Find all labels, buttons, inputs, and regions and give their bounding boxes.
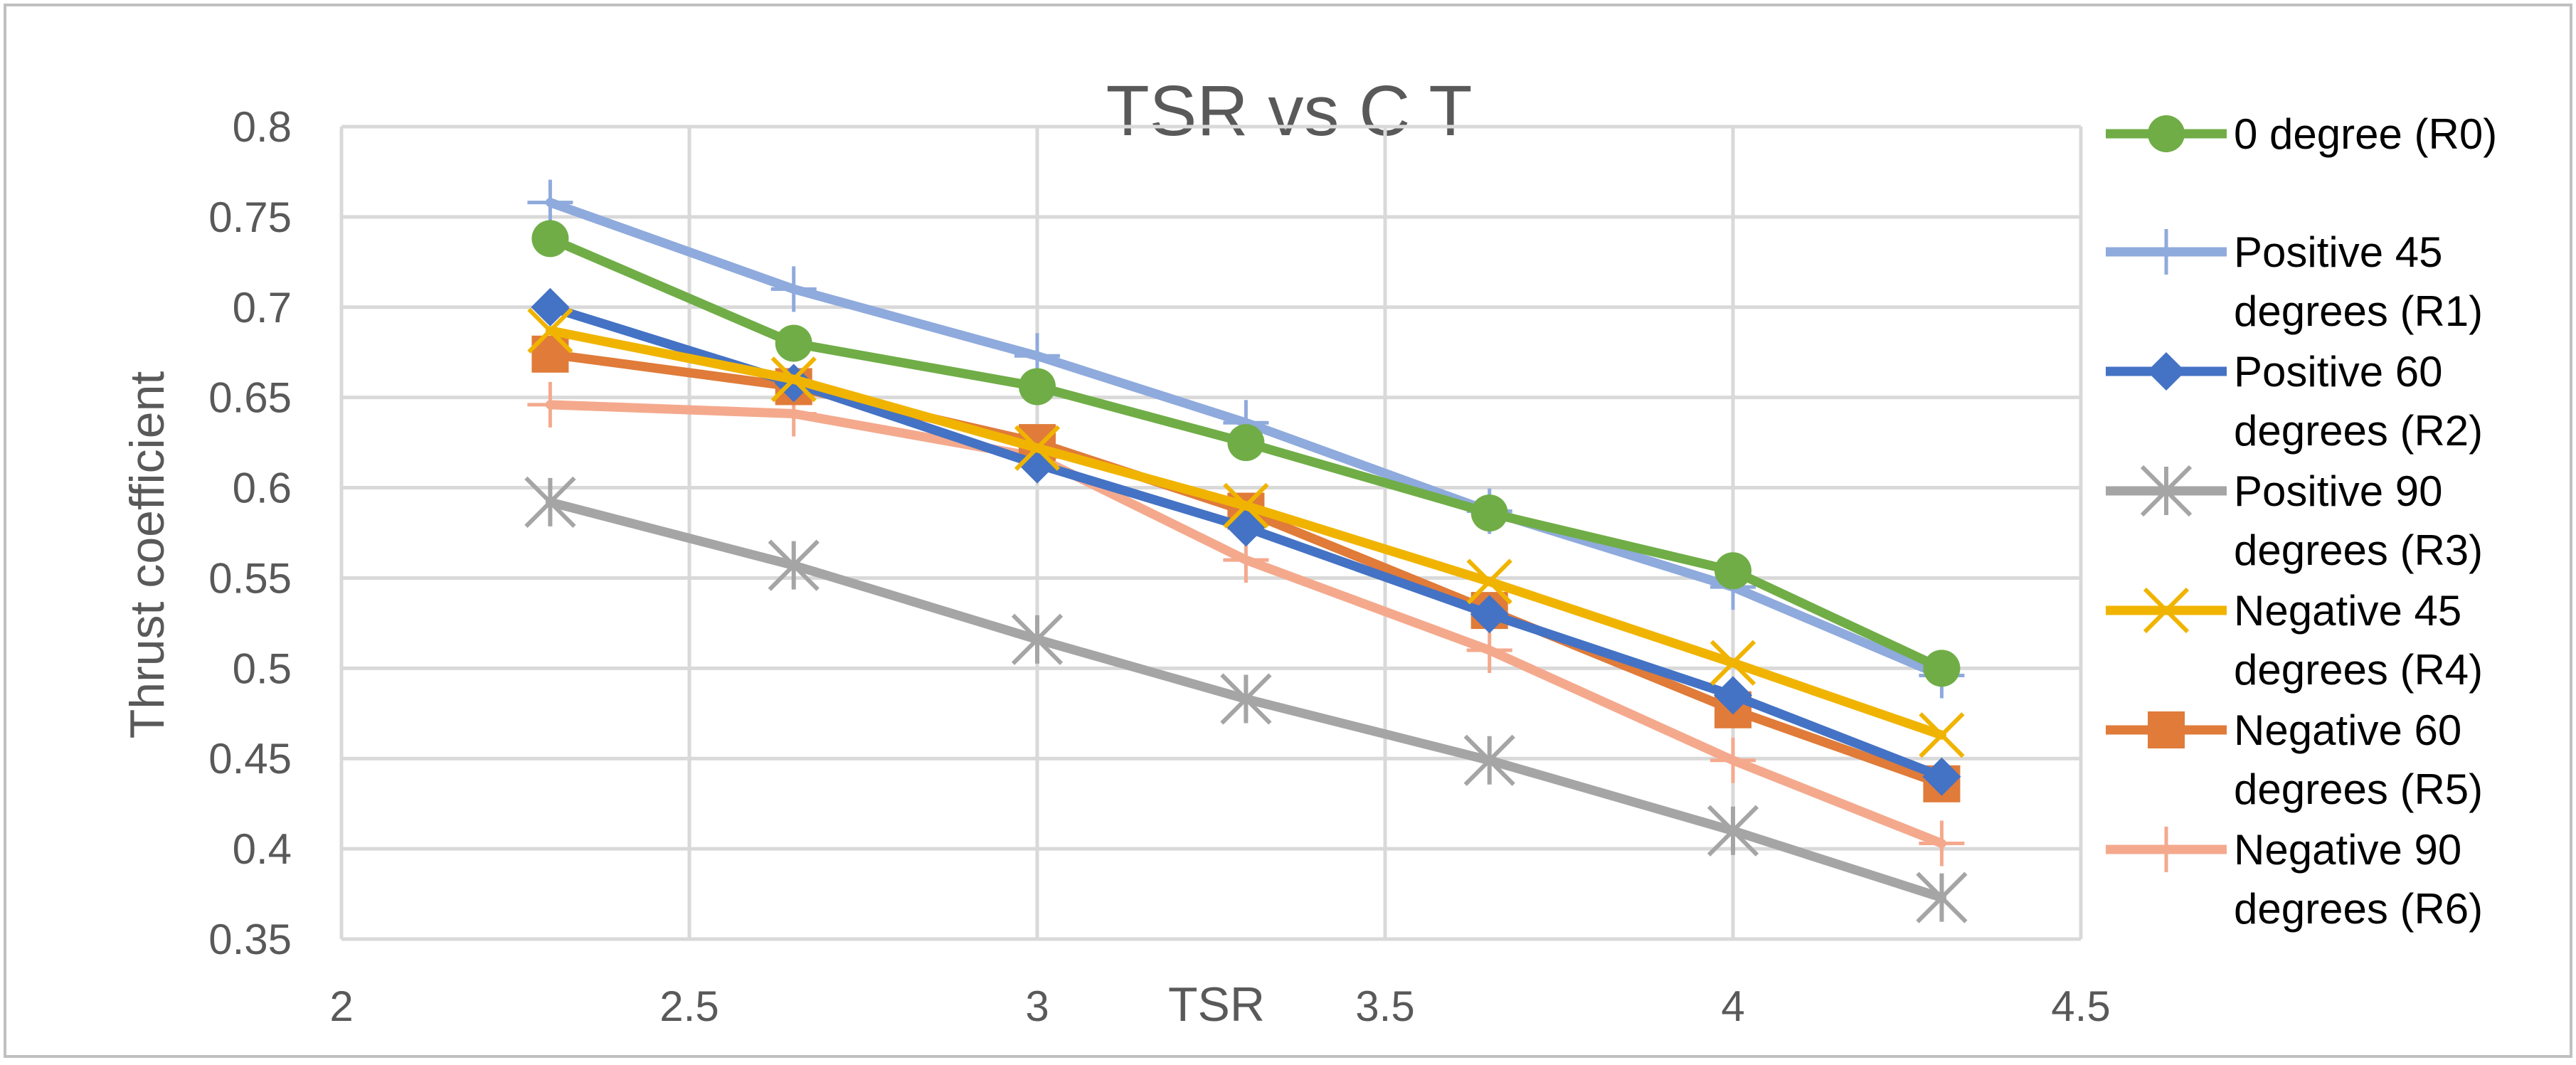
data-point-diamond bbox=[531, 287, 570, 327]
y-tick-label: 0.65 bbox=[208, 374, 292, 422]
data-point-circle bbox=[1019, 368, 1056, 406]
legend-label: degrees (R3) bbox=[2234, 526, 2483, 574]
y-tick-label: 0.6 bbox=[233, 465, 292, 512]
data-point-star bbox=[1220, 673, 1272, 725]
data-point-star bbox=[1707, 805, 1759, 857]
legend-label: Negative 90 bbox=[2234, 826, 2461, 874]
legend-item: Positive 45 degrees (R1) bbox=[2106, 228, 2483, 335]
data-point-plus bbox=[527, 179, 573, 226]
data-point-x bbox=[2143, 587, 2190, 634]
y-tick-label: 0.5 bbox=[233, 645, 292, 692]
data-point-x bbox=[1466, 558, 1512, 605]
data-point-plus bbox=[2143, 827, 2189, 872]
legend-item: 0 degree (R0) bbox=[2106, 110, 2497, 158]
y-tick-label: 0.35 bbox=[208, 916, 292, 963]
legend-label: Negative 45 bbox=[2234, 587, 2461, 635]
legend-label: Positive 45 bbox=[2234, 228, 2443, 276]
legend-label: 0 degree (R0) bbox=[2234, 110, 2497, 158]
data-point-plus bbox=[2143, 229, 2189, 275]
tick-layer: 0.35 0.4 0.45 0.5 0.55 0.6 0.65 0.7 0.75 0.8 2 2.5 3… bbox=[208, 103, 2110, 1030]
data-point-circle bbox=[1923, 650, 1961, 687]
legend-label: Negative 60 bbox=[2234, 706, 2461, 754]
data-point-circle bbox=[1714, 552, 1751, 590]
legend-label: degrees (R5) bbox=[2234, 765, 2483, 813]
data-point-diamond bbox=[1922, 757, 1961, 796]
data-point-circle bbox=[1227, 424, 1265, 462]
x-tick-label: 4 bbox=[1721, 982, 1744, 1030]
data-point-plus bbox=[1710, 737, 1756, 783]
data-point-plus bbox=[770, 266, 817, 312]
series-6 bbox=[527, 381, 1965, 867]
x-tick-label: 3.5 bbox=[1355, 982, 1414, 1030]
legend-label: Positive 90 bbox=[2234, 467, 2443, 515]
y-tick-label: 0.75 bbox=[208, 194, 292, 241]
data-point-circle bbox=[531, 220, 569, 258]
y-tick-label: 0.8 bbox=[233, 103, 292, 151]
y-tick-label: 0.4 bbox=[233, 825, 292, 873]
data-point-circle bbox=[775, 324, 812, 362]
legend-item: Negative 60 degrees (R5) bbox=[2106, 706, 2483, 813]
legend-label: degrees (R6) bbox=[2234, 885, 2483, 933]
data-point-plus bbox=[527, 381, 573, 428]
x-tick-label: 4.5 bbox=[2051, 982, 2110, 1030]
data-point-x bbox=[527, 307, 573, 354]
data-point-star bbox=[1463, 734, 1515, 786]
y-tick-label: 0.45 bbox=[208, 735, 292, 783]
grid-layer bbox=[339, 124, 2083, 941]
legend-item: Negative 45 degrees (R4) bbox=[2106, 587, 2483, 694]
y-tick-label: 0.7 bbox=[233, 284, 292, 332]
data-point-star bbox=[1916, 871, 1968, 923]
x-axis-title: TSR bbox=[1168, 977, 1265, 1032]
series-3 bbox=[524, 476, 1968, 923]
series-0 bbox=[531, 220, 1961, 687]
data-point-star bbox=[524, 476, 576, 528]
y-axis-title: Thrust coefficient bbox=[120, 371, 174, 739]
x-tick-label: 3 bbox=[1025, 982, 1049, 1030]
data-point-diamond bbox=[1714, 676, 1752, 715]
data-point-square bbox=[2148, 711, 2185, 748]
legend-label: degrees (R2) bbox=[2234, 407, 2483, 455]
legend-label: degrees (R4) bbox=[2234, 646, 2483, 694]
data-point-diamond bbox=[1470, 595, 1509, 634]
data-point-star bbox=[768, 539, 820, 591]
data-point-x bbox=[770, 356, 817, 403]
x-tick-label: 2.5 bbox=[659, 982, 719, 1030]
legend-label: degrees (R1) bbox=[2234, 287, 2483, 335]
legend-item: Positive 60 degrees (R2) bbox=[2106, 348, 2483, 455]
data-point-circle bbox=[2148, 115, 2185, 152]
data-point-plus bbox=[1919, 820, 1965, 867]
series-4 bbox=[527, 307, 1965, 758]
data-point-x bbox=[1919, 712, 1965, 758]
data-point-star bbox=[1011, 613, 1064, 665]
data-point-x bbox=[1014, 425, 1061, 471]
data-point-x bbox=[1710, 640, 1756, 686]
data-point-plus bbox=[1466, 627, 1512, 673]
x-tick-label: 2 bbox=[329, 982, 353, 1030]
data-point-star bbox=[2140, 465, 2193, 517]
legend-item: Positive 90 degrees (R3) bbox=[2106, 465, 2483, 574]
data-point-diamond bbox=[2147, 352, 2185, 391]
y-tick-label: 0.55 bbox=[208, 554, 292, 602]
legend-item: Negative 90 degrees (R6) bbox=[2106, 826, 2483, 933]
legend-label: Positive 60 bbox=[2234, 348, 2443, 396]
data-point-x bbox=[1223, 482, 1269, 529]
series-layer bbox=[524, 179, 1968, 923]
chart-title: TSR vs C T bbox=[1106, 71, 1473, 151]
data-point-circle bbox=[1470, 494, 1508, 532]
